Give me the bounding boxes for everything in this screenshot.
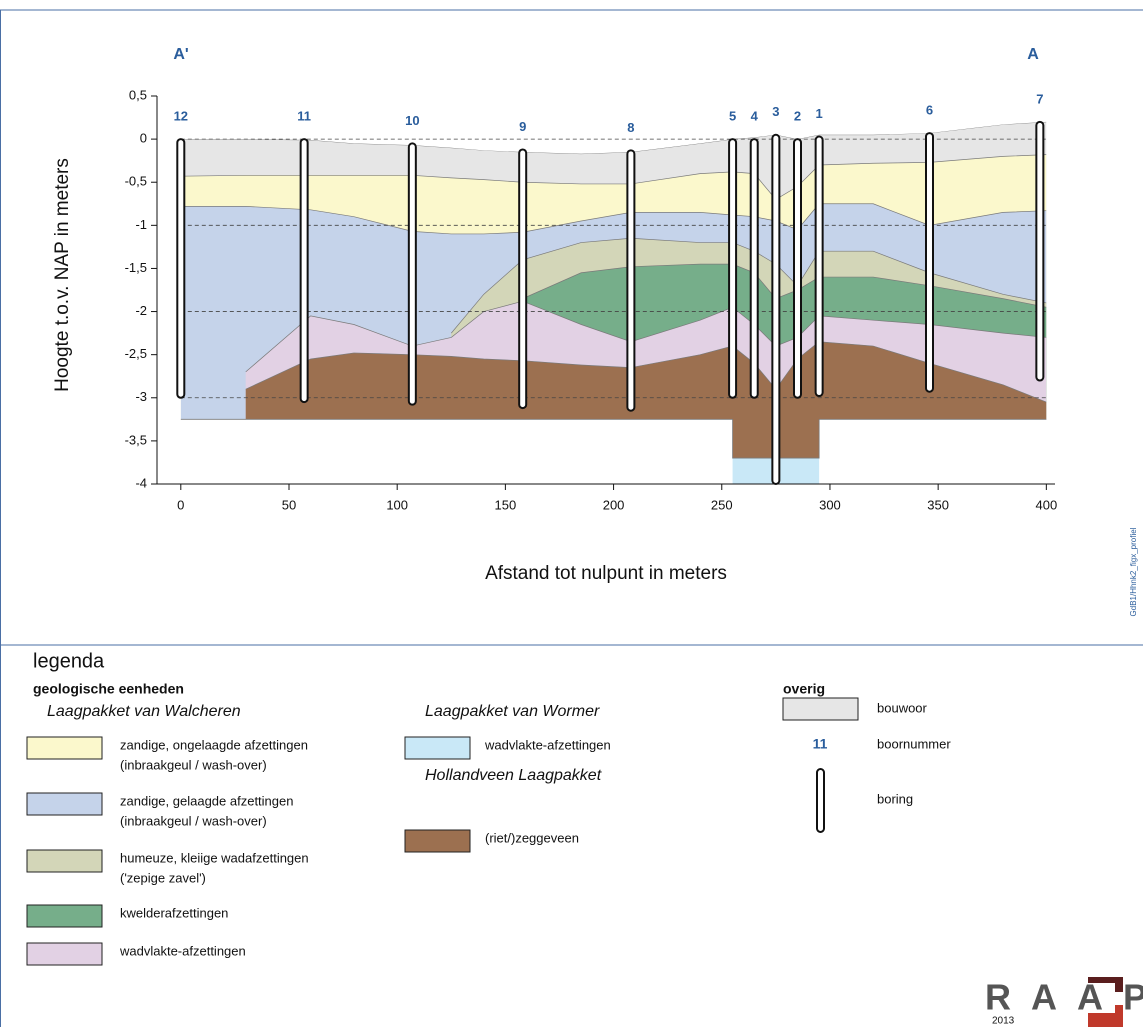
legend-group-title: Laagpakket van Wormer: [425, 703, 600, 720]
logo: RAAP 2013: [985, 977, 1143, 1027]
borehole-label: 6: [926, 103, 933, 118]
y-tick-label: 0: [140, 131, 147, 146]
legend-swatch: [405, 737, 470, 759]
borehole: [519, 149, 526, 408]
borehole: [1036, 122, 1043, 381]
x-tick-label: 300: [819, 497, 841, 512]
legend-label: wadvlakte-afzettingen: [484, 737, 611, 752]
legend-label: (inbraakgeul / wash-over): [120, 813, 267, 828]
legend-swatch: [27, 943, 102, 965]
legend-swatch: [783, 698, 858, 720]
y-tick-label: -3,5: [125, 432, 147, 447]
y-axis-title: Hoogte t.o.v. NAP in meters: [52, 158, 73, 392]
x-tick-label: 50: [282, 497, 296, 512]
section-label: A': [173, 46, 188, 63]
legend-label: wadvlakte-afzettingen: [119, 943, 246, 958]
borehole: [627, 150, 634, 410]
y-tick-label: -1,5: [125, 260, 147, 275]
borehole-label: 10: [405, 113, 419, 128]
borehole: [177, 139, 184, 398]
x-tick-label: 150: [495, 497, 517, 512]
y-tick-label: -2: [135, 303, 147, 318]
legend-swatch: [27, 850, 102, 872]
x-axis-title: Afstand tot nulpunt in meters: [485, 563, 727, 584]
legend-heading: geologische eenheden: [33, 681, 184, 697]
borehole: [926, 133, 933, 392]
legend-label: boornummer: [877, 736, 951, 751]
logo-year: 2013: [992, 1016, 1015, 1027]
borehole-label: 8: [627, 120, 634, 135]
x-tick-label: 350: [927, 497, 949, 512]
legend-group-title: Laagpakket van Walcheren: [47, 703, 241, 720]
x-tick-label: 0: [177, 497, 184, 512]
legend-label: zandige, gelaagde afzettingen: [120, 793, 293, 808]
legend-boring-symbol: [817, 769, 824, 832]
borehole-label: 9: [519, 119, 526, 134]
legend-label: kwelderafzettingen: [120, 905, 228, 920]
x-tick-label: 400: [1035, 497, 1057, 512]
borehole: [409, 143, 416, 404]
x-tick-label: 200: [603, 497, 625, 512]
legend-label: (riet/)zeggeveen: [485, 830, 579, 845]
borehole: [772, 135, 779, 484]
x-tick-label: 250: [711, 497, 733, 512]
legend-label: zandige, ongelaagde afzettingen: [120, 737, 308, 752]
legend-swatch: [27, 737, 102, 759]
legend-label: bouwoor: [877, 700, 928, 715]
legend-swatch: [405, 830, 470, 852]
legend-swatch: [27, 793, 102, 815]
legend-heading: overig: [783, 681, 825, 697]
legend-label: (inbraakgeul / wash-over): [120, 757, 267, 772]
y-tick-label: -3: [135, 389, 147, 404]
section-base: [181, 419, 1047, 458]
page: 0,5 0 -0,5 -1 -1,5 -2 -2,5 -3 -3,5 -4 0 50 100 150 200…: [0, 0, 1143, 1027]
borehole-label: 11: [297, 109, 311, 124]
borehole-label: 1: [816, 106, 823, 121]
borehole-label: 5: [729, 109, 736, 124]
legend-label: boring: [877, 791, 913, 806]
borehole: [301, 139, 308, 402]
legend-title: legenda: [33, 650, 105, 672]
borehole: [816, 137, 823, 397]
borehole-label: 4: [751, 109, 759, 124]
plot: 0,5 0 -0,5 -1 -1,5 -2 -2,5 -3 -3,5 -4 0 50 100 150 200…: [125, 87, 1058, 512]
x-tick-label: 100: [386, 497, 408, 512]
borehole: [794, 139, 801, 398]
legend-label: ('zepige zavel'): [120, 870, 206, 885]
legend-sample: 11: [813, 736, 828, 752]
y-tick-label: -1: [135, 217, 147, 232]
y-tick-label: -2,5: [125, 346, 147, 361]
logo-name: RAAP: [985, 977, 1143, 1018]
legend-swatch: [27, 905, 102, 927]
borehole-label: 12: [174, 109, 188, 124]
borehole-label: 7: [1036, 91, 1043, 106]
credit: GdB1/Hhnk2_figx_profiel: [1129, 527, 1138, 616]
y-tick-label: -4: [135, 475, 147, 490]
layers: [181, 122, 1047, 484]
borehole: [751, 139, 758, 398]
section-label: A: [1027, 46, 1039, 63]
y-tick-label: 0,5: [129, 87, 147, 102]
borehole: [729, 139, 736, 398]
borehole-label: 2: [794, 109, 801, 124]
y-tick-label: -0,5: [125, 174, 147, 189]
legend-label: humeuze, kleiige wadafzettingen: [120, 850, 309, 865]
legend-group-title: Hollandveen Laagpakket: [425, 767, 602, 784]
borehole-label: 3: [772, 104, 779, 119]
